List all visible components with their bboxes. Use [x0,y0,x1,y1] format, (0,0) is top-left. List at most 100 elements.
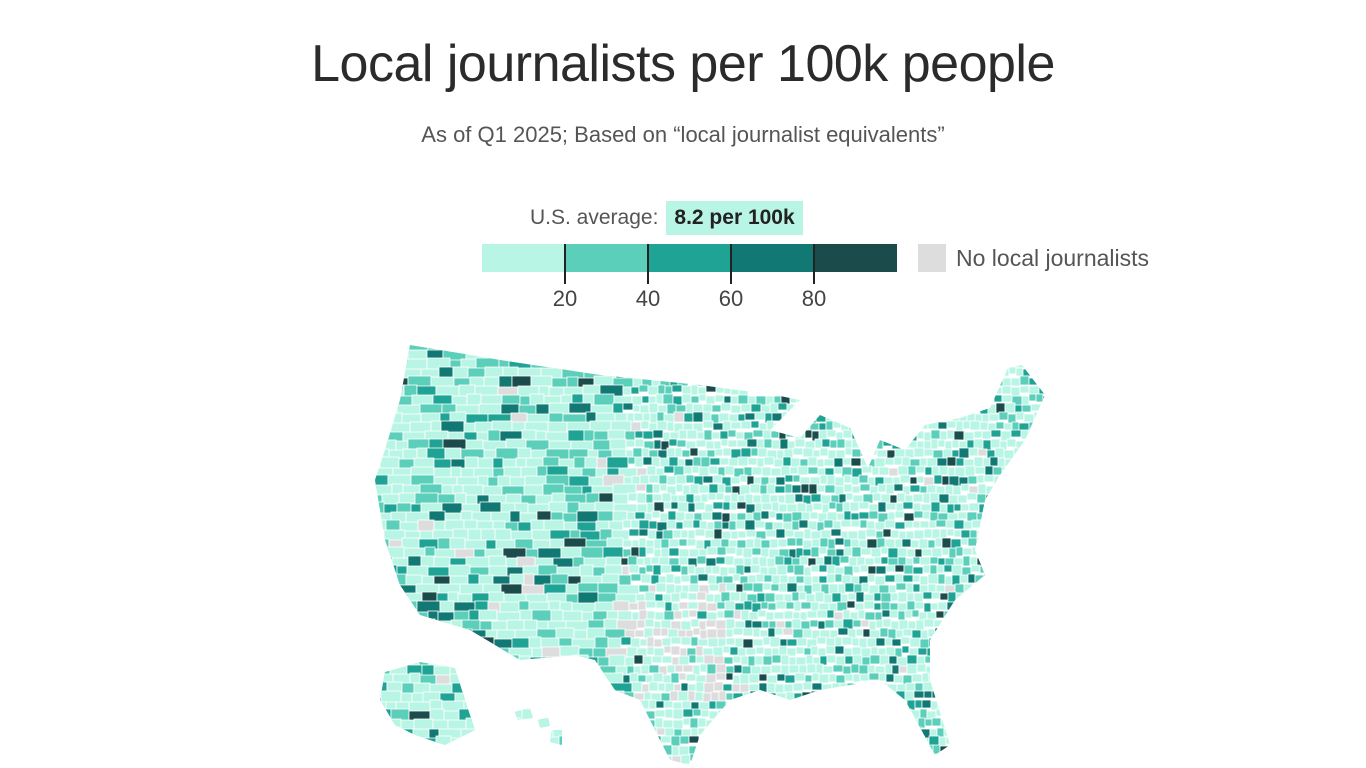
county-cell [941,475,950,486]
county-cell [681,393,692,404]
county-cell [523,619,538,632]
county-cell [967,753,978,765]
county-cell [486,717,506,731]
county-cell [788,345,800,350]
county-cell [906,548,916,558]
county-cell [375,530,385,549]
county-cell [1019,385,1030,394]
county-cell [687,601,699,610]
county-cell [737,394,749,405]
county-cell [852,654,863,666]
county-cell [516,683,539,700]
county-cell [977,710,989,722]
county-cell [752,701,764,713]
county-cell [873,602,882,611]
county-cell [487,345,506,360]
county-cell [792,474,801,483]
county-cell [774,485,786,494]
county-cell [991,699,1002,710]
county-cell [753,717,763,727]
county-cell [972,375,981,385]
county-cell [792,447,804,456]
county-cell [685,402,694,414]
county-cell [670,368,679,377]
county-cell [828,395,840,404]
county-cell [701,345,712,351]
county-cell [435,735,452,756]
county-cell [865,728,877,737]
county-cell [662,529,674,541]
county-cell [1000,699,1011,709]
county-cell [834,645,845,655]
county-cell [1043,357,1045,367]
county-cell [888,655,898,665]
county-cell [541,646,561,661]
county-cell [707,492,717,501]
county-cell [934,537,943,548]
county-cell [802,548,812,557]
county-cell [922,681,934,693]
county-cell [1028,528,1039,537]
county-cell [1005,592,1015,601]
county-cell [922,510,931,520]
county-cell [993,494,1005,506]
county-cell [1029,609,1039,618]
county-cell [888,467,899,477]
county-cell [747,384,757,393]
county-cell [902,628,913,637]
county-cell [574,681,599,694]
county-cell [1010,537,1022,546]
county-cell [994,447,1005,459]
county-cell [969,592,981,601]
county-cell [803,402,814,414]
county-cell [630,546,640,558]
county-cell [543,744,556,764]
county-cell [760,601,769,610]
county-cell [1021,404,1032,413]
county-cell [622,357,633,368]
county-cell [723,359,732,368]
county-cell [529,656,543,676]
county-cell [772,755,782,765]
county-cell [713,528,723,540]
county-cell [538,348,561,361]
county-cell [415,753,434,765]
county-cell [653,501,665,513]
county-cell [759,377,769,389]
county-cell [632,404,641,413]
county-cell [886,357,898,367]
county-cell [833,611,844,621]
county-cell [849,384,861,395]
county-cell [402,753,417,765]
county-cell [715,619,727,631]
county-cell [653,439,662,450]
county-cell [996,628,1005,640]
county-cell [795,366,807,378]
county-cell [743,718,755,730]
county-cell [642,412,651,422]
legend-tick [730,244,732,284]
county-cell [872,402,884,414]
county-cell [816,484,826,493]
county-cell [1019,375,1030,386]
county-cell [1036,375,1045,385]
county-cell [663,645,672,654]
county-cell [1028,717,1038,729]
county-cell [900,375,909,386]
county-cell [697,601,708,613]
county-cell [910,367,921,378]
county-cell [786,718,795,730]
county-cell [832,411,843,423]
county-cell [747,746,757,757]
county-cell [875,619,884,629]
county-cell [903,564,914,575]
county-cell [636,492,647,504]
county-cell [929,556,939,565]
county-cell [680,636,692,646]
county-cell [625,439,636,448]
county-cell [1022,456,1031,467]
county-cell [560,655,576,672]
county-cell [563,700,584,720]
county-cell [943,728,953,737]
county-cell [728,457,739,467]
